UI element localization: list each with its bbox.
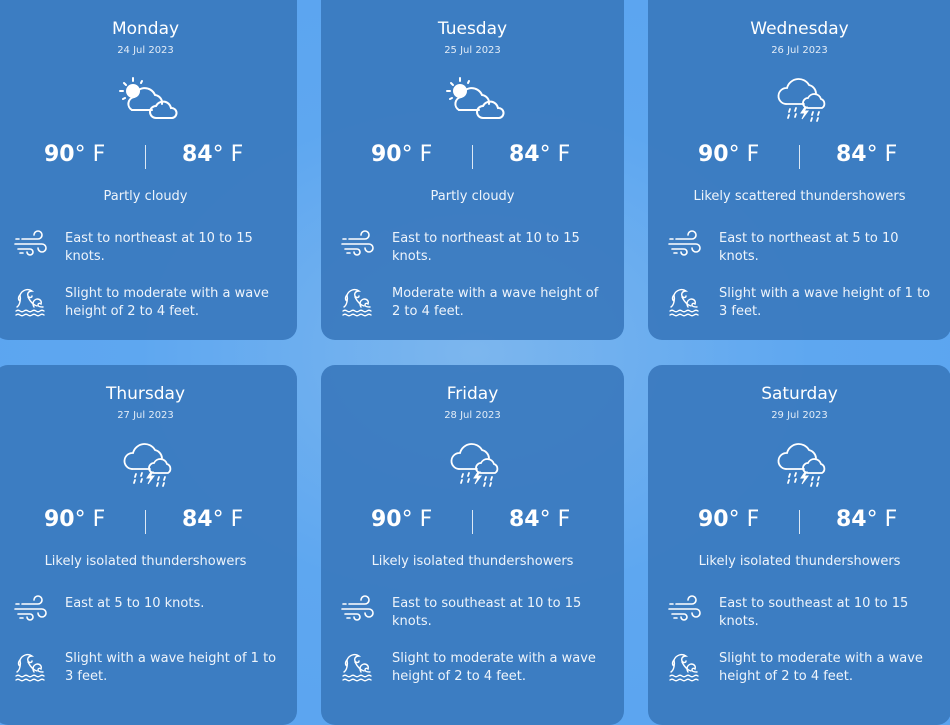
forecast-card-tuesday: Tuesday 25 Jul 2023 90° F 84° F Partly c… — [321, 0, 624, 340]
divider — [799, 145, 800, 169]
wave-icon — [15, 288, 45, 317]
wind-text: East to southeast at 10 to 15 knots. — [719, 596, 909, 629]
partly-cloudy-icon — [439, 72, 507, 126]
high-temp: 90° F — [371, 507, 433, 532]
low-temp: 84° F — [182, 507, 244, 532]
condition-text: Likely isolated thundershowers — [698, 554, 901, 569]
wind-text: East to southeast at 10 to 15 knots. — [392, 596, 582, 629]
temperatures: 90° F 84° F — [648, 142, 950, 172]
wind-icon — [14, 595, 47, 621]
wave-icon — [342, 288, 372, 317]
condition-text: Likely scattered thundershowers — [693, 189, 906, 204]
temperatures: 90° F 84° F — [0, 507, 297, 537]
low-temp: 84° F — [509, 142, 571, 167]
forecast-date: 24 Jul 2023 — [117, 45, 174, 56]
wind-icon — [14, 230, 47, 256]
divider — [472, 510, 473, 534]
wind-text: East at 5 to 10 knots. — [65, 596, 205, 611]
wave-icon — [669, 288, 699, 317]
wave-text: Slight with a wave height of 1 to 3 feet… — [719, 286, 931, 319]
forecast-card-wednesday: Wednesday 26 Jul 2023 90° F 84° F Likely… — [648, 0, 950, 340]
thunderstorm-icon — [766, 437, 834, 491]
divider — [799, 510, 800, 534]
condition-text: Likely isolated thundershowers — [44, 554, 247, 569]
low-temp: 84° F — [182, 142, 244, 167]
forecast-date: 29 Jul 2023 — [771, 410, 828, 421]
divider — [145, 145, 146, 169]
day-name: Saturday — [761, 384, 838, 404]
wave-text: Slight to moderate with a wave height of… — [65, 286, 269, 319]
wave-text: Slight with a wave height of 1 to 3 feet… — [65, 651, 277, 684]
forecast-card-thursday: Thursday 27 Jul 2023 90° F 84° F Likely … — [0, 365, 297, 725]
high-temp: 90° F — [698, 507, 760, 532]
wave-text: Slight to moderate with a wave height of… — [719, 651, 923, 684]
high-temp: 90° F — [371, 142, 433, 167]
day-name: Tuesday — [437, 19, 508, 39]
wind-text: East to northeast at 10 to 15 knots. — [392, 231, 580, 264]
wave-icon — [669, 653, 699, 682]
wind-icon — [668, 230, 701, 256]
thunderstorm-icon — [112, 437, 180, 491]
temperatures: 90° F 84° F — [648, 507, 950, 537]
wave-icon — [342, 653, 372, 682]
forecast-date: 27 Jul 2023 — [117, 410, 174, 421]
wave-icon — [15, 653, 45, 682]
wind-icon — [341, 230, 374, 256]
forecast-card-monday: Monday 24 Jul 2023 90° F 84° F Partly cl… — [0, 0, 297, 340]
wind-text: East to northeast at 5 to 10 knots. — [719, 231, 899, 264]
forecast-date: 25 Jul 2023 — [444, 45, 501, 56]
wind-icon — [341, 595, 374, 621]
condition-text: Partly cloudy — [430, 189, 515, 204]
temperatures: 90° F 84° F — [321, 507, 624, 537]
wave-text: Moderate with a wave height of 2 to 4 fe… — [392, 286, 599, 319]
divider — [472, 145, 473, 169]
thunderstorm-icon — [766, 72, 834, 126]
forecast-card-friday: Friday 28 Jul 2023 90° F 84° F Likely is… — [321, 365, 624, 725]
low-temp: 84° F — [836, 142, 898, 167]
temperatures: 90° F 84° F — [321, 142, 624, 172]
thunderstorm-icon — [439, 437, 507, 491]
day-name: Thursday — [105, 384, 186, 404]
temperatures: 90° F 84° F — [0, 142, 297, 172]
wind-icon — [668, 595, 701, 621]
divider — [145, 510, 146, 534]
high-temp: 90° F — [44, 142, 106, 167]
forecast-date: 28 Jul 2023 — [444, 410, 501, 421]
forecast-card-saturday: Saturday 29 Jul 2023 90° F 84° F Likely … — [648, 365, 950, 725]
day-name: Wednesday — [750, 19, 849, 39]
low-temp: 84° F — [836, 507, 898, 532]
day-name: Friday — [446, 384, 499, 404]
condition-text: Likely isolated thundershowers — [371, 554, 574, 569]
high-temp: 90° F — [698, 142, 760, 167]
high-temp: 90° F — [44, 507, 106, 532]
partly-cloudy-icon — [112, 72, 180, 126]
low-temp: 84° F — [509, 507, 571, 532]
wave-text: Slight to moderate with a wave height of… — [392, 651, 596, 684]
forecast-date: 26 Jul 2023 — [771, 45, 828, 56]
wind-text: East to northeast at 10 to 15 knots. — [65, 231, 253, 264]
condition-text: Partly cloudy — [103, 189, 188, 204]
day-name: Monday — [111, 19, 180, 39]
